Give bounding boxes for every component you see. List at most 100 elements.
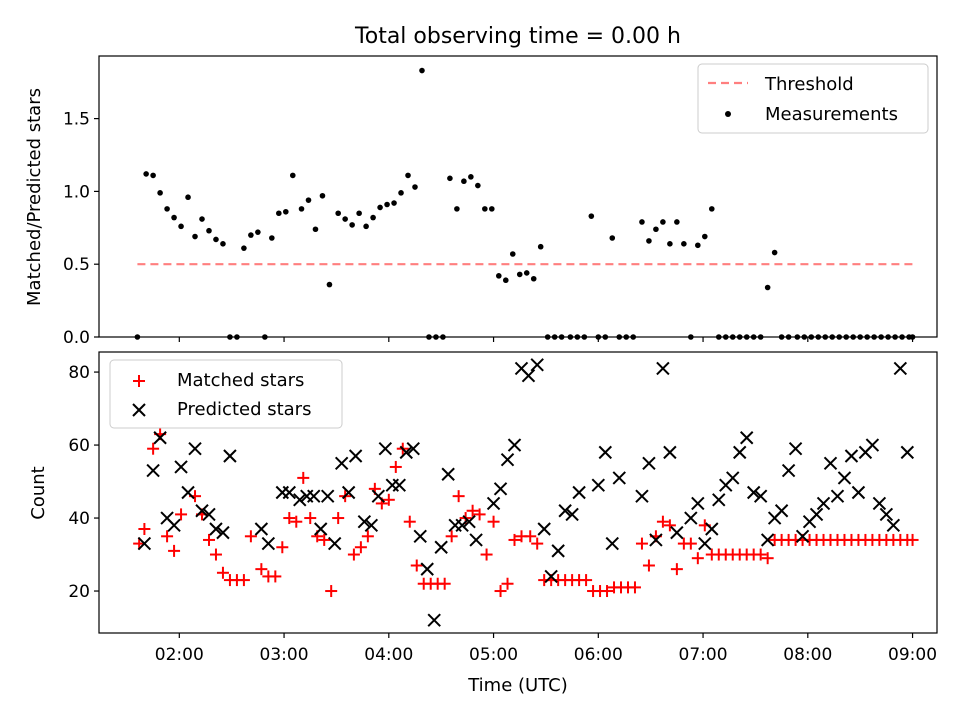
predicted-star-marker <box>507 438 522 452</box>
top-panel: Total observing time = 0.00 h 0.0 0.5 1.0 1… <box>24 24 938 348</box>
predicted-star-marker <box>261 536 276 551</box>
predicted-star-marker <box>146 463 160 478</box>
measurement-point <box>326 281 333 288</box>
x-tick-label: 07:00 <box>679 645 728 665</box>
measurement-point <box>319 192 326 199</box>
measurement-point <box>405 172 411 179</box>
measurement-point <box>412 184 418 190</box>
predicted-star-marker <box>795 529 810 543</box>
bottom-xlabel: Time (UTC) <box>467 675 568 696</box>
predicted-star-marker <box>216 525 230 540</box>
predicted-star-marker <box>788 442 803 456</box>
measurement-point <box>674 219 680 225</box>
y-tick-label: 1.0 <box>63 182 90 202</box>
measurement-point <box>335 210 341 217</box>
y-tick-label: 1.5 <box>63 110 90 130</box>
predicted-star-marker <box>591 478 606 492</box>
top-ylabel: Matched/Predicted stars <box>24 88 45 306</box>
measurement-point <box>206 227 212 234</box>
matched-star-marker <box>494 585 507 598</box>
measurement-point <box>489 206 495 212</box>
legend-matched-label: Matched stars <box>177 370 304 391</box>
x-tick-label: 09:00 <box>888 645 937 665</box>
matched-star-marker <box>283 512 296 525</box>
predicted-star-marker <box>420 562 434 576</box>
predicted-star-marker <box>572 485 586 500</box>
predicted-star-marker <box>181 485 195 500</box>
predicted-star-marker <box>462 514 476 529</box>
measurement-point <box>178 223 184 230</box>
measurement-point <box>461 178 467 185</box>
measurement-point <box>660 219 666 225</box>
predicted-star-marker <box>314 522 328 536</box>
predicted-star-marker <box>195 504 209 518</box>
measurement-point <box>468 174 474 180</box>
predicted-star-marker <box>500 452 515 467</box>
measurement-point <box>588 213 595 219</box>
matched-star-marker <box>389 460 402 473</box>
bottom-legend-box <box>109 359 343 429</box>
x-tick-label: 05:00 <box>469 645 518 665</box>
matched-star-marker <box>237 574 250 587</box>
measurement-point <box>305 197 312 203</box>
bottom-y-ticks: 20 40 60 80 <box>68 363 99 602</box>
predicted-star-marker <box>635 489 649 503</box>
predicted-star-marker <box>893 361 908 376</box>
predicted-star-marker <box>809 507 824 522</box>
matched-star-marker <box>670 563 683 576</box>
measurement-point <box>681 241 687 247</box>
predicted-star-marker <box>781 463 796 478</box>
measurement-point <box>771 249 778 256</box>
predicted-star-marker <box>739 431 754 445</box>
legend-matched-swatch <box>133 375 145 387</box>
x-tick-label: 02:00 <box>155 645 204 665</box>
predicted-star-marker <box>378 442 393 456</box>
predicted-star-marker <box>605 536 619 551</box>
predicted-star-marker <box>334 456 349 471</box>
matched-star-marker <box>656 515 669 528</box>
matched-star-marker <box>473 508 486 521</box>
predicted-star-marker <box>282 485 297 500</box>
legend-measurements-label: Measurements <box>765 104 898 125</box>
predicted-star-marker <box>254 522 269 536</box>
measurement-point <box>516 271 523 278</box>
y-tick-label: 0.5 <box>63 255 90 275</box>
predicted-star-marker <box>530 358 544 372</box>
measurement-point <box>419 67 425 74</box>
measurement-point <box>609 235 616 241</box>
measurement-point <box>708 206 715 212</box>
legend-threshold-label: Threshold <box>764 74 854 95</box>
matched-star-marker <box>269 570 282 583</box>
predicted-star-marker <box>392 478 406 492</box>
bottom-ylabel: Count <box>28 466 49 519</box>
predicted-star-marker <box>598 445 612 460</box>
matched-star-marker <box>354 541 367 554</box>
measurement-point <box>164 206 170 212</box>
predicted-star-marker <box>837 471 852 485</box>
matched-star-marker <box>684 537 697 550</box>
matched-star-marker <box>332 512 345 525</box>
predicted-star-marker <box>202 507 216 522</box>
predicted-star-marker <box>698 536 712 551</box>
matched-star-marker <box>168 544 181 557</box>
measurement-point <box>495 273 502 279</box>
measurement-point <box>537 243 544 250</box>
y-tick-label: 20 <box>68 582 90 602</box>
measurement-point <box>363 223 369 230</box>
predicted-star-marker <box>816 496 831 511</box>
matched-star-marker <box>445 530 458 543</box>
matched-star-marker <box>480 548 493 561</box>
measurement-point <box>220 241 226 247</box>
matched-star-marker <box>635 537 648 550</box>
matched-star-marker <box>628 581 641 594</box>
predicted-star-marker <box>886 518 901 533</box>
predicted-star-marker <box>455 518 469 533</box>
matched-star-marker <box>202 533 215 546</box>
matched-star-marker <box>642 559 655 572</box>
matched-star-marker <box>761 552 774 565</box>
predicted-star-marker <box>872 496 887 511</box>
predicted-star-marker <box>371 489 386 503</box>
matched-star-marker <box>161 530 174 543</box>
predicted-star-marker <box>642 456 656 471</box>
